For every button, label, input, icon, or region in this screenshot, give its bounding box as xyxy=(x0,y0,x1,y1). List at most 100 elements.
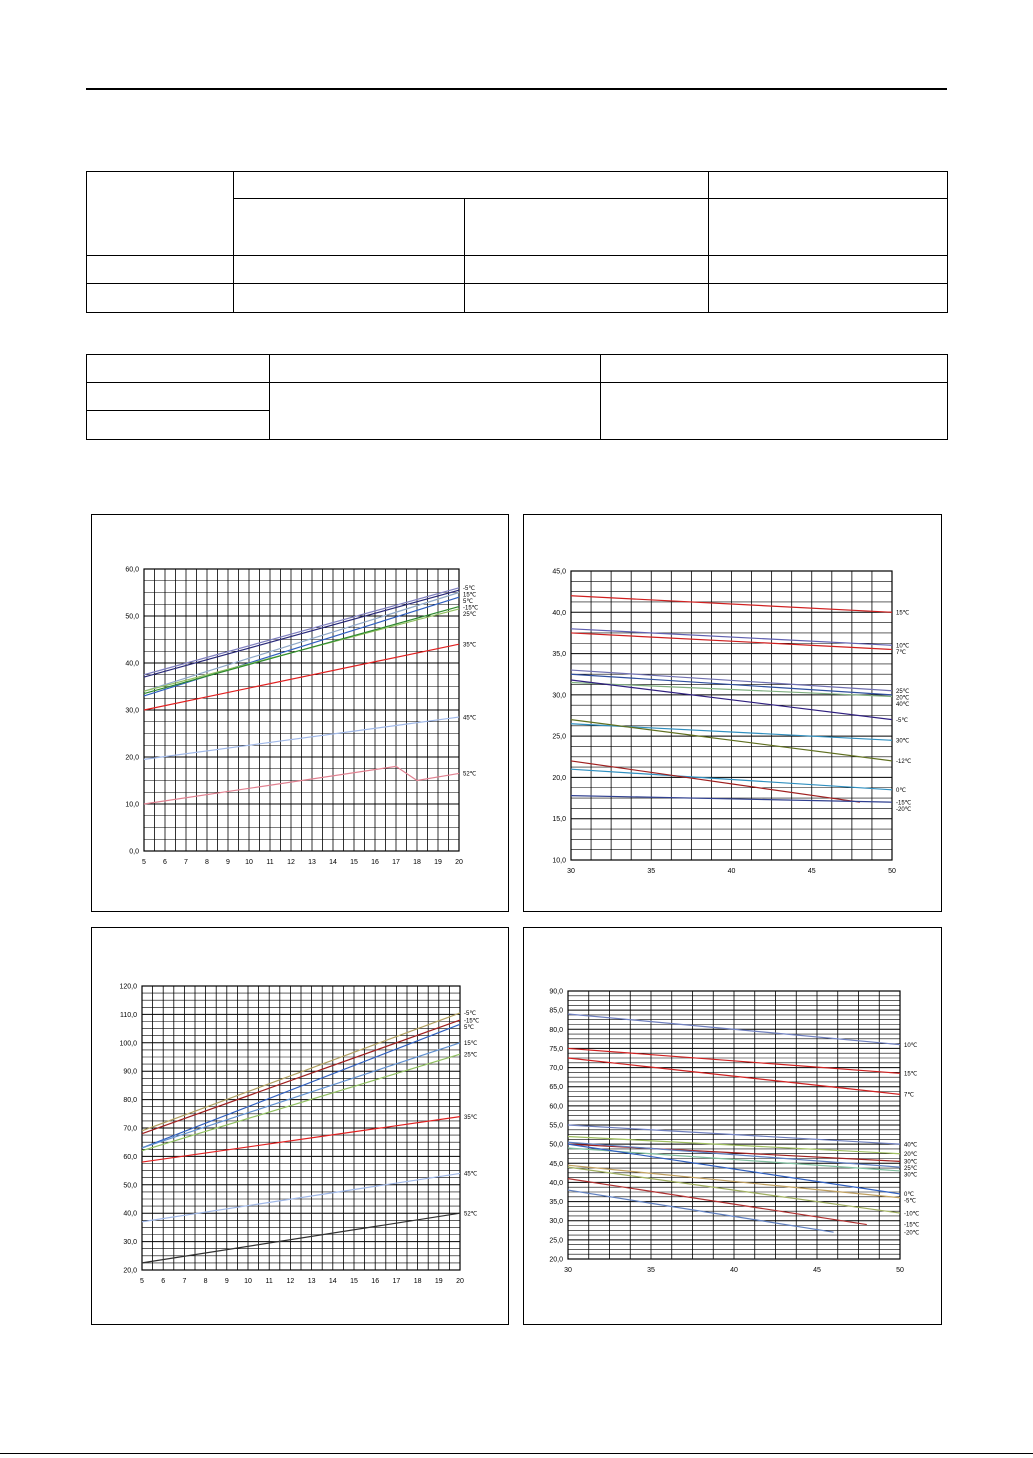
table1-cell xyxy=(464,255,709,284)
series-label: 52℃ xyxy=(463,772,477,778)
table1-header-corner xyxy=(86,171,234,256)
x-tick-label: 18 xyxy=(413,859,421,866)
chart-1: 5 6 7 8 9 10 11 12 13 14 15 16 17 18 19 20 0,0 10,0 20,0 30… xyxy=(125,567,478,867)
x-tick-label: 11 xyxy=(266,1278,273,1285)
series-label: 0℃ xyxy=(904,1192,914,1198)
x-tick-label: 8 xyxy=(205,859,209,866)
y-tick-label: 80,0 xyxy=(549,1027,563,1034)
series-line xyxy=(570,632,893,651)
series-label: 7℃ xyxy=(896,650,906,656)
table2-cell xyxy=(86,382,270,411)
table1-subheader-3 xyxy=(708,198,948,256)
series-line xyxy=(141,1023,461,1149)
series-label: 45℃ xyxy=(464,1172,478,1178)
x-tick-label: 17 xyxy=(392,859,400,866)
x-tick-label: 20 xyxy=(456,1278,464,1285)
chart-panel-1: 5 6 7 8 9 10 11 12 13 14 15 16 17 18 19 20 0,0 10,0 20,0 30… xyxy=(91,514,509,912)
series-label: -15℃ xyxy=(464,1018,480,1024)
table1-cell xyxy=(708,255,948,284)
table1-cell xyxy=(86,283,234,313)
x-tick-label: 35 xyxy=(647,868,655,875)
x-tick-label: 15 xyxy=(350,1278,358,1285)
series-label: 25℃ xyxy=(904,1166,918,1172)
y-tick-label: 85,0 xyxy=(549,1008,563,1015)
y-tick-label: 100,0 xyxy=(119,1040,137,1047)
series-line xyxy=(567,1164,901,1199)
table1-cell xyxy=(233,255,465,284)
x-tick-label: 5 xyxy=(140,1278,144,1285)
y-tick-label: 120,0 xyxy=(119,984,137,991)
y-tick-label: 20,0 xyxy=(549,1257,563,1264)
chart-2: 30 35 40 45 50 10,0 15,0 20,0 25,0 30,0 35,0 40,0 45… xyxy=(552,569,912,876)
series-line xyxy=(570,595,893,613)
series-line xyxy=(570,669,893,692)
series-label: 30℃ xyxy=(904,1173,918,1179)
table1-cell xyxy=(233,283,465,313)
y-tick-label: 30,0 xyxy=(549,1218,563,1225)
chart-panel-3: 5 6 7 8 9 10 11 12 13 14 15 16 17 18 19 20 20,0 30,0 40,0 5… xyxy=(91,927,509,1325)
y-tick-label: 40,0 xyxy=(549,1180,563,1187)
series-label: 35℃ xyxy=(464,1115,478,1121)
x-tick-label: 20 xyxy=(455,859,463,866)
x-tick-label: 19 xyxy=(435,1278,443,1285)
series-line xyxy=(570,681,893,698)
series-line xyxy=(143,716,460,760)
y-tick-label: 50,0 xyxy=(125,614,139,621)
x-tick-label: 15 xyxy=(350,859,358,866)
y-tick-label: 25,0 xyxy=(552,734,566,741)
series-line xyxy=(570,679,893,721)
series-label: 5℃ xyxy=(464,1025,474,1031)
series-line xyxy=(567,1189,834,1233)
table2-cell xyxy=(86,410,270,440)
series-label: 15℃ xyxy=(464,1041,478,1047)
table2-merged-cell xyxy=(269,382,601,440)
chart-panel-2: 30 35 40 45 50 10,0 15,0 20,0 25,0 30,0 35,0 40,0 45… xyxy=(523,514,942,912)
x-tick-label: 7 xyxy=(184,859,188,866)
table1-cell xyxy=(86,255,234,284)
series-line xyxy=(567,1135,901,1155)
y-tick-label: 50,0 xyxy=(549,1142,563,1149)
y-tick-label: 20,0 xyxy=(125,755,139,762)
series-label: -5℃ xyxy=(904,1199,916,1205)
series-line xyxy=(567,1166,901,1214)
series-line xyxy=(570,760,860,803)
series-label: 15℃ xyxy=(463,593,477,599)
series-label: 5℃ xyxy=(463,599,473,605)
series-line xyxy=(570,628,893,646)
series-label: 25℃ xyxy=(464,1052,478,1058)
series-line xyxy=(567,1047,901,1074)
table1-subheader-1 xyxy=(233,198,465,256)
x-tick-label: 10 xyxy=(244,1278,252,1285)
chart-panel-4: 30 35 40 45 50 20,0 25,0 30,0 35,0 40,0 45,0 50,0 55… xyxy=(523,927,942,1325)
series-line xyxy=(141,1116,461,1163)
table1-cell xyxy=(464,283,709,313)
x-tick-label: 6 xyxy=(161,1278,165,1285)
series-line xyxy=(567,1143,901,1195)
series-label: 15℃ xyxy=(904,1072,918,1078)
series-line xyxy=(567,1143,901,1162)
x-tick-label: 14 xyxy=(329,1278,337,1285)
y-tick-label: 90,0 xyxy=(549,989,563,996)
series-label: 7℃ xyxy=(904,1093,914,1099)
series-line xyxy=(141,1053,461,1152)
series-line xyxy=(143,765,460,805)
series-line xyxy=(567,1057,901,1095)
x-tick-label: 8 xyxy=(204,1278,208,1285)
table2-header-cell xyxy=(600,354,948,383)
x-tick-label: 11 xyxy=(266,859,273,866)
series-line xyxy=(567,1147,901,1172)
y-tick-label: 40,0 xyxy=(125,661,139,668)
table1-header-group xyxy=(233,171,709,199)
series-line xyxy=(143,589,460,678)
series-line xyxy=(141,1042,461,1149)
series-line xyxy=(141,1172,461,1223)
series-line xyxy=(570,768,893,791)
series-line xyxy=(143,606,460,695)
series-label: 52℃ xyxy=(464,1211,478,1217)
series-label: 25℃ xyxy=(463,612,477,618)
series-label: -15℃ xyxy=(896,800,912,806)
y-tick-label: 15,0 xyxy=(552,816,566,823)
series-label: 25℃ xyxy=(896,689,910,695)
x-tick-label: 13 xyxy=(308,859,316,866)
series-label: 0℃ xyxy=(896,788,906,794)
